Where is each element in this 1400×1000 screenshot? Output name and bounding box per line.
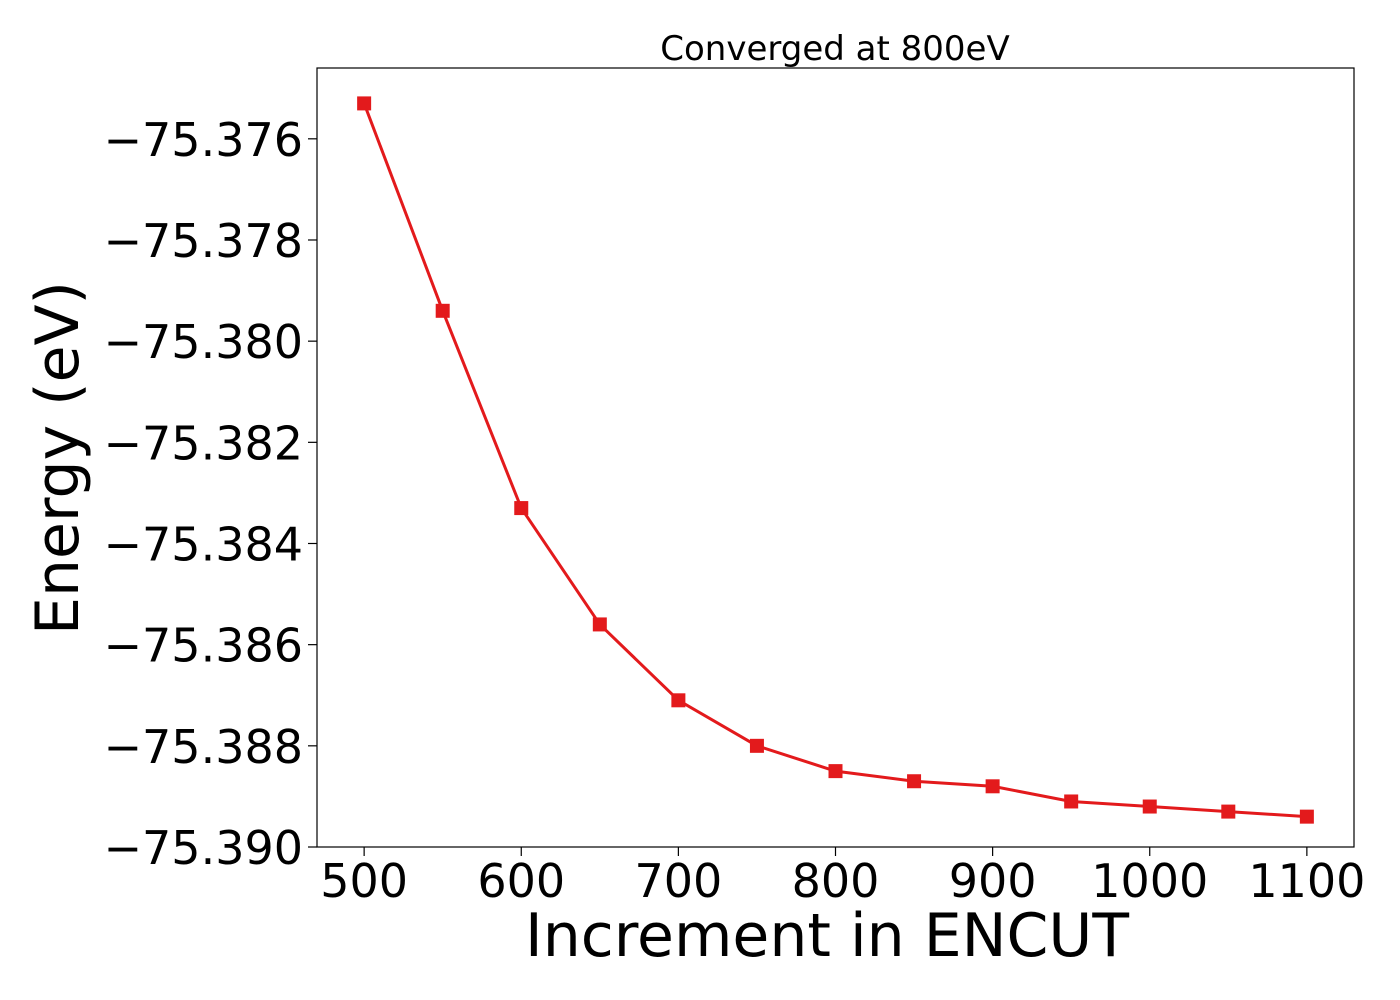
data-point-marker	[671, 693, 686, 708]
x-tick-label: 700	[634, 854, 722, 908]
data-point-marker	[592, 617, 607, 632]
series-line	[362, 102, 1307, 819]
x-axis-title: Increment in ENCUT	[525, 901, 1129, 971]
data-point-marker	[749, 738, 764, 753]
data-point-marker	[1064, 794, 1079, 809]
x-tick-label: 600	[477, 854, 565, 908]
x-tick-label: 1100	[1248, 854, 1365, 908]
data-point-marker	[1142, 799, 1157, 814]
series-layer	[357, 96, 1314, 824]
y-tick-label: −75.388	[104, 720, 304, 774]
y-tick-label: −75.380	[104, 315, 304, 369]
data-point-marker	[435, 303, 450, 318]
x-tick-label: 800	[792, 854, 880, 908]
x-tick-label: 900	[949, 854, 1037, 908]
data-point-marker	[828, 764, 843, 779]
plot-frame	[316, 67, 1355, 848]
y-tick-label: −75.378	[104, 214, 304, 268]
plot-area: 500 600 700 800 900 1000 1100 −75.376−75.378−7…	[104, 67, 1365, 908]
y-tick-label: −75.376	[104, 113, 304, 167]
data-point-marker	[357, 96, 372, 111]
data-point-marker	[1221, 804, 1236, 819]
data-point-marker	[514, 501, 529, 516]
x-tick-label: 1000	[1091, 854, 1208, 908]
data-point-marker	[985, 779, 1000, 794]
y-tick-label: −75.382	[104, 416, 304, 470]
y-axis: −75.376 −75.378 −75.380 −75.382 −75.384 −75.3…	[104, 113, 317, 875]
data-point-marker	[1299, 809, 1314, 824]
x-tick-label: 500	[320, 854, 408, 908]
y-axis-title: Energy (eV)	[23, 281, 93, 635]
data-point-marker	[907, 774, 922, 789]
chart-title: Converged at 800eV	[660, 29, 1009, 69]
y-tick-label: −75.384	[104, 517, 304, 571]
y-tick-label: −75.390	[104, 821, 304, 875]
y-tick-label: −75.386	[104, 619, 304, 673]
x-axis: 500 600 700 800 900 1000 1100	[320, 847, 1365, 908]
